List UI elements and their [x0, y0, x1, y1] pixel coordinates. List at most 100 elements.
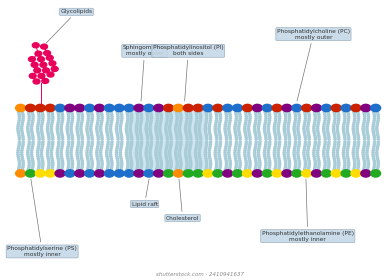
Circle shape: [78, 139, 80, 140]
Circle shape: [244, 154, 246, 155]
Circle shape: [160, 166, 162, 168]
Circle shape: [81, 166, 83, 168]
Circle shape: [169, 168, 172, 170]
Circle shape: [190, 120, 192, 121]
Circle shape: [48, 160, 50, 162]
Circle shape: [117, 113, 119, 115]
Circle shape: [114, 104, 124, 112]
Circle shape: [129, 132, 132, 134]
Circle shape: [273, 128, 275, 130]
Circle shape: [273, 152, 275, 153]
Circle shape: [186, 136, 188, 138]
Circle shape: [332, 152, 335, 153]
Circle shape: [294, 162, 297, 164]
Circle shape: [347, 136, 350, 138]
Circle shape: [116, 168, 119, 170]
Circle shape: [328, 164, 330, 166]
Circle shape: [185, 158, 188, 160]
Circle shape: [91, 136, 93, 138]
Circle shape: [218, 126, 220, 128]
Circle shape: [336, 128, 339, 130]
Circle shape: [275, 162, 277, 164]
Circle shape: [314, 122, 316, 123]
Circle shape: [332, 128, 335, 130]
Circle shape: [97, 164, 99, 166]
Circle shape: [314, 141, 316, 143]
Circle shape: [268, 156, 270, 158]
Circle shape: [127, 136, 129, 138]
Circle shape: [80, 154, 82, 155]
Circle shape: [32, 115, 34, 117]
Circle shape: [377, 136, 379, 138]
Circle shape: [318, 113, 320, 115]
Circle shape: [373, 139, 376, 140]
Circle shape: [273, 130, 276, 132]
Circle shape: [357, 134, 359, 136]
Circle shape: [337, 148, 339, 149]
Circle shape: [160, 120, 162, 121]
Circle shape: [245, 118, 247, 119]
Circle shape: [57, 156, 59, 158]
Circle shape: [341, 170, 351, 177]
Circle shape: [333, 132, 335, 134]
Circle shape: [160, 160, 162, 162]
Circle shape: [367, 120, 369, 121]
Circle shape: [179, 154, 181, 155]
Circle shape: [249, 120, 251, 121]
Circle shape: [284, 158, 286, 160]
Circle shape: [268, 122, 270, 123]
Circle shape: [111, 160, 113, 162]
Circle shape: [156, 158, 158, 160]
Circle shape: [61, 136, 64, 138]
Circle shape: [367, 139, 370, 140]
Circle shape: [267, 128, 269, 130]
Circle shape: [294, 145, 296, 147]
Circle shape: [373, 113, 375, 115]
Circle shape: [333, 168, 335, 170]
Circle shape: [255, 164, 257, 166]
Circle shape: [372, 124, 374, 125]
Circle shape: [35, 170, 45, 177]
Circle shape: [170, 136, 172, 138]
Circle shape: [150, 118, 152, 119]
Circle shape: [61, 168, 63, 170]
Circle shape: [160, 111, 162, 113]
Circle shape: [91, 162, 93, 164]
Circle shape: [146, 160, 149, 162]
Circle shape: [135, 152, 137, 153]
Circle shape: [318, 115, 320, 117]
Circle shape: [314, 118, 316, 119]
Circle shape: [101, 145, 103, 147]
Circle shape: [57, 124, 59, 125]
Circle shape: [298, 145, 300, 147]
Circle shape: [186, 115, 188, 117]
Circle shape: [160, 162, 162, 164]
Circle shape: [114, 170, 124, 177]
Circle shape: [297, 124, 300, 125]
Circle shape: [228, 132, 230, 134]
Circle shape: [304, 166, 306, 168]
Circle shape: [193, 170, 203, 177]
Circle shape: [373, 122, 375, 123]
Circle shape: [71, 162, 74, 164]
Circle shape: [239, 118, 241, 119]
Circle shape: [259, 160, 261, 162]
Circle shape: [71, 111, 73, 113]
Circle shape: [248, 122, 250, 123]
Circle shape: [333, 145, 336, 147]
Circle shape: [175, 132, 177, 134]
Circle shape: [111, 136, 113, 138]
Circle shape: [232, 104, 243, 112]
Circle shape: [362, 130, 365, 132]
Circle shape: [258, 148, 260, 149]
Circle shape: [303, 126, 305, 128]
Circle shape: [323, 124, 325, 125]
Circle shape: [58, 118, 60, 119]
Circle shape: [224, 152, 226, 153]
Circle shape: [367, 115, 370, 117]
Circle shape: [372, 148, 375, 149]
Circle shape: [254, 130, 256, 132]
Circle shape: [225, 158, 227, 160]
Circle shape: [71, 118, 74, 119]
Circle shape: [195, 132, 197, 134]
